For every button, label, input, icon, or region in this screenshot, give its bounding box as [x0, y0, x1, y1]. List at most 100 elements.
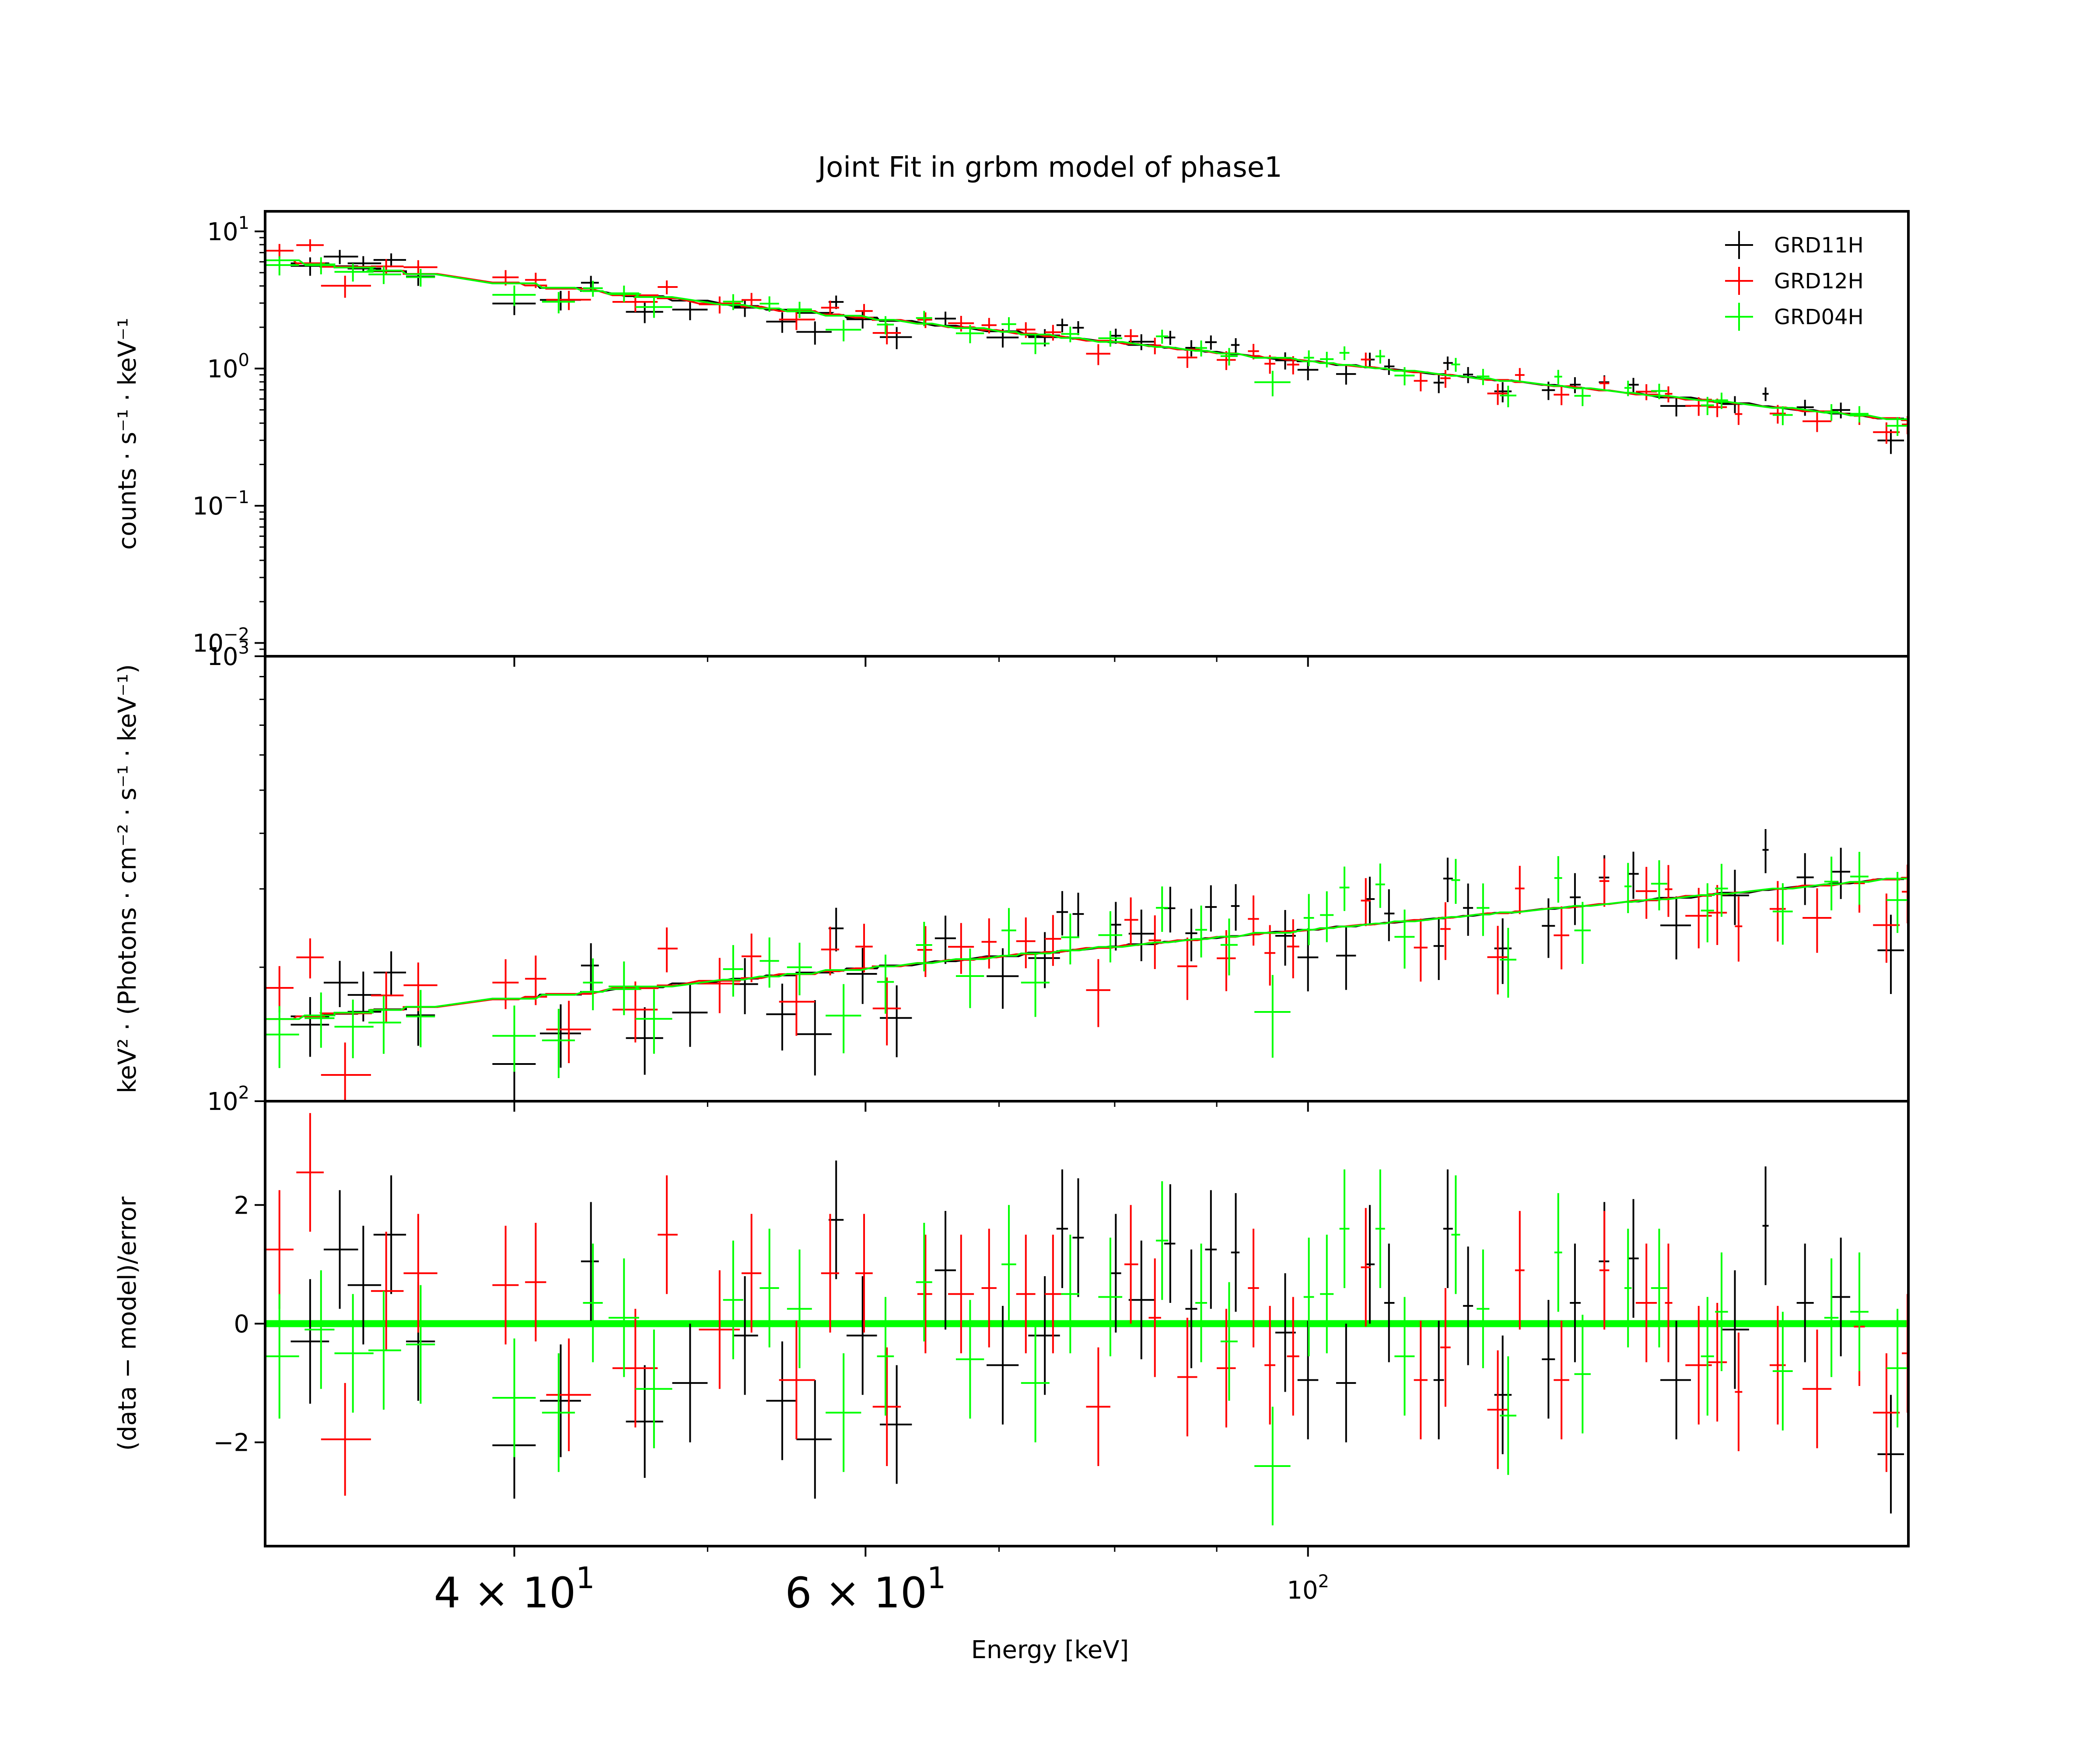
data-point-GRD04H: [1061, 914, 1080, 965]
data-point-GRD12H: [1016, 1235, 1036, 1354]
data-point-GRD11H: [626, 1365, 663, 1478]
data-point-GRD04H: [826, 984, 861, 1054]
data-point-GRD11H: [1028, 932, 1060, 988]
data-point-GRD04H: [1021, 953, 1050, 1017]
data-point-GRD12H: [265, 244, 294, 259]
data-point-GRD04H: [1320, 1235, 1334, 1354]
data-point-GRD04H: [1001, 908, 1016, 956]
data-point-GRD04H: [583, 958, 603, 1011]
data-point-GRD04H: [787, 942, 812, 996]
data-point-GRD04H: [1375, 1169, 1385, 1288]
data-point-GRD12H: [1515, 865, 1525, 914]
data-point-GRD04H: [1500, 928, 1517, 998]
data-point-GRD04H: [1451, 859, 1460, 904]
data-point-GRD12H: [371, 1232, 404, 1351]
data-point-GRD11H: [347, 1225, 382, 1344]
data-point-GRD04H: [492, 1005, 536, 1072]
data-point-GRD11H: [1056, 1169, 1068, 1288]
data-point-GRD04H: [1824, 857, 1839, 910]
data-point-GRD04H: [1375, 863, 1385, 908]
legend-label: GRD11H: [1774, 233, 1864, 258]
data-point-GRD12H: [1086, 959, 1110, 1027]
data-point-GRD11H: [1463, 1246, 1474, 1365]
data-point-GRD12H: [525, 1222, 546, 1342]
data-point-GRD12H: [658, 1175, 678, 1294]
data-point-GRD12H: [321, 1042, 371, 1101]
data-point-GRD11H: [1542, 1300, 1555, 1419]
data-point-GRD04H: [542, 292, 575, 314]
data-point-GRD12H: [1086, 1347, 1110, 1466]
data-point-GRD04H: [1500, 385, 1517, 407]
data-point-GRD11H: [1433, 374, 1444, 393]
data-point-GRD04H: [406, 990, 435, 1047]
data-point-GRD12H: [742, 293, 762, 308]
data-point-GRD11H: [1056, 891, 1068, 936]
data-point-GRD04H: [826, 320, 861, 342]
data-point-GRD12H: [321, 276, 371, 298]
data-point-GRD11H: [1463, 367, 1474, 383]
data-point-GRD12H: [1873, 1353, 1900, 1472]
data-point-GRD04H: [635, 298, 672, 318]
data-point-GRD11H: [1660, 896, 1691, 959]
data-point-GRD04H: [1574, 902, 1591, 964]
data-point-GRD04H: [1061, 1235, 1080, 1354]
data-point-GRD04H: [1850, 406, 1869, 423]
data-point-GRD12H: [872, 977, 901, 1046]
data-point-GRD04H: [1651, 1228, 1667, 1348]
data-point-GRD11H: [1231, 884, 1240, 931]
data-point-GRD04H: [787, 1250, 812, 1368]
data-point-GRD11H: [672, 1323, 708, 1442]
data-point-GRD11H: [796, 1000, 832, 1076]
data-point-GRD12H: [1487, 1350, 1508, 1469]
data-point-GRD11H: [1336, 365, 1356, 385]
data-point-GRD11H: [934, 312, 956, 327]
data-point-GRD04H: [1303, 350, 1314, 366]
data-point-GRD11H: [987, 1306, 1019, 1425]
data-point-GRD04H: [334, 1294, 374, 1413]
data-point-GRD04H: [609, 961, 639, 1015]
data-point-GRD04H: [1320, 352, 1334, 368]
data-point-GRD11H: [1028, 1276, 1060, 1395]
series-GRD12H: [265, 858, 1908, 1101]
data-point-GRD11H: [1072, 321, 1084, 335]
data-point-GRD04H: [406, 1285, 435, 1404]
data-point-GRD12H: [296, 1113, 324, 1232]
data-point-GRD04H: [542, 1008, 575, 1078]
data-point-GRD11H: [347, 256, 382, 272]
data-point-GRD04H: [1715, 392, 1728, 409]
data-point-GRD04H: [956, 1300, 984, 1419]
data-point-GRD12H: [1217, 1309, 1236, 1428]
data-point-GRD11H: [373, 951, 406, 997]
data-point-GRD04H: [1574, 1315, 1591, 1434]
data-point-GRD12H: [612, 981, 658, 1043]
data-point-GRD11H: [1796, 1243, 1814, 1362]
data-point-GRD12H: [1124, 329, 1138, 344]
data-point-GRD04H: [1554, 856, 1562, 903]
data-point-GRD11H: [1205, 335, 1217, 350]
data-point-GRD11H: [1185, 909, 1197, 962]
data-point-GRD11H: [1796, 399, 1814, 416]
data-point-GRD11H: [581, 1202, 599, 1321]
data-point-GRD04H: [916, 311, 932, 326]
data-point-GRD11H: [1384, 889, 1395, 942]
data-point-GRD04H: [916, 1222, 932, 1342]
data-point-GRD12H: [492, 959, 519, 1009]
data-point-GRD11H: [323, 1190, 358, 1309]
data-point-GRD04H: [1195, 905, 1207, 958]
data-point-GRD04H: [1156, 1181, 1169, 1300]
data-point-GRD04H: [1850, 852, 1869, 905]
data-point-GRD04H: [1254, 975, 1291, 1058]
data-point-GRD12H: [1177, 937, 1197, 1000]
data-point-GRD11H: [846, 1276, 877, 1395]
data-point-GRD12H: [1248, 895, 1259, 946]
data-point-GRD04H: [1701, 1297, 1714, 1416]
data-point-GRD04H: [1001, 317, 1016, 332]
legend-label: GRD04H: [1774, 305, 1864, 329]
series-GRD12H: [265, 239, 1908, 444]
data-point-GRD04H: [956, 948, 984, 1008]
data-point-GRD04H: [1451, 358, 1460, 372]
data-point-GRD04H: [1624, 1228, 1632, 1348]
data-point-GRD12H: [1177, 1317, 1197, 1437]
data-point-GRD04H: [334, 999, 374, 1058]
